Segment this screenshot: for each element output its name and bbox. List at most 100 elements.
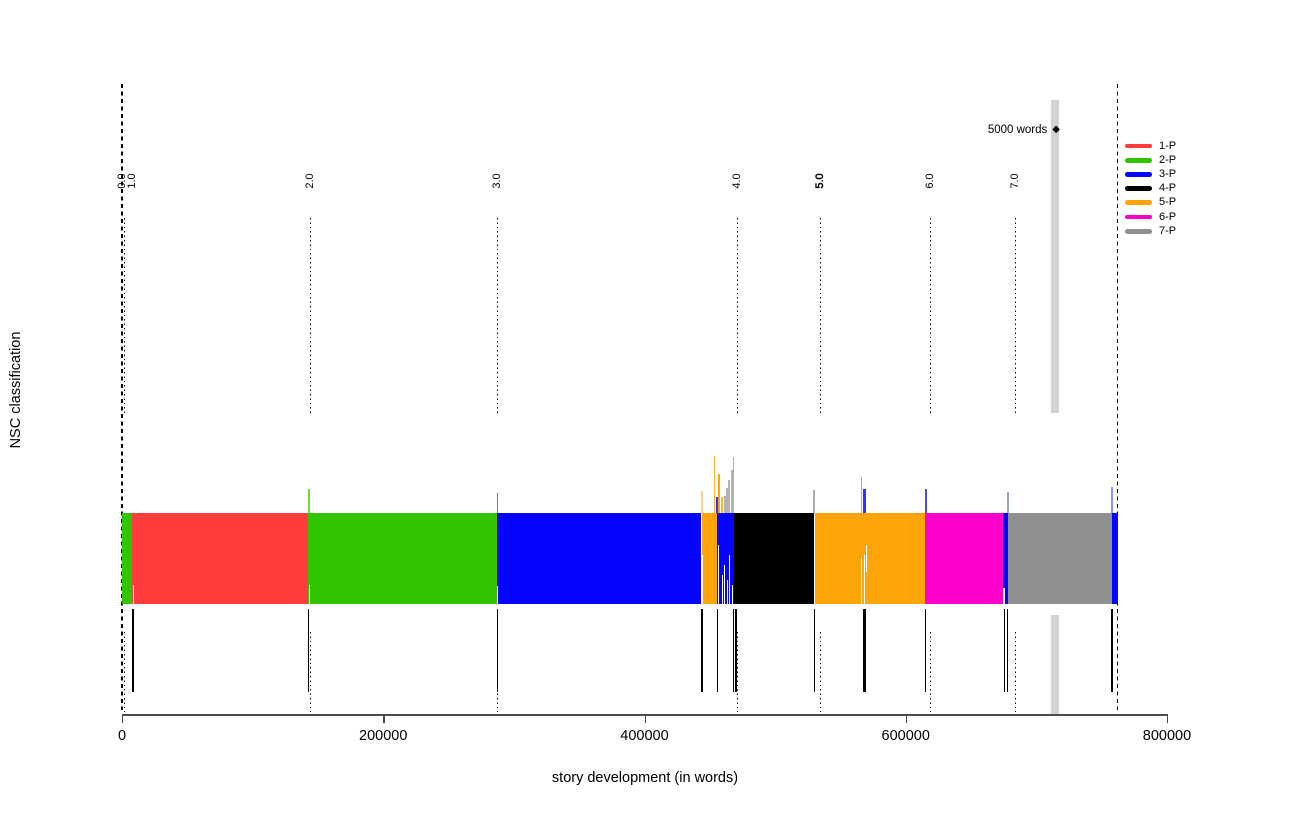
phase-dotted-line-lower (737, 632, 739, 712)
y-axis-label: NSC classification (8, 331, 24, 449)
legend-swatch (1125, 143, 1152, 149)
bar-gap-sliver (729, 555, 731, 604)
phase-label: 7.0 (1008, 173, 1021, 189)
legend-label: 6-P (1159, 210, 1177, 223)
legend-label: 4-P (1159, 182, 1177, 195)
below-bar-tick (308, 609, 310, 692)
below-bar-tick (1007, 609, 1009, 692)
legend-label: 2-P (1159, 153, 1177, 166)
above-bar-mark (863, 489, 866, 513)
above-bar-mark (730, 470, 733, 513)
bar-segment (1112, 513, 1118, 604)
phase-label: 1.0 (126, 173, 139, 189)
above-bar-mark (726, 488, 728, 513)
above-bar-mark (720, 497, 723, 513)
legend-swatch (1125, 214, 1152, 220)
diamond-marker-icon: ◆ (1052, 124, 1060, 135)
phase-dotted-line-upper (1014, 218, 1016, 413)
phase-label: 4.0 (731, 173, 744, 189)
bar-gap-sliver (718, 545, 720, 604)
bar-gap-sliver (732, 585, 734, 604)
below-bar-tick (732, 609, 734, 692)
above-bar-mark (308, 489, 310, 513)
phase-label: 2.0 (304, 173, 317, 189)
bar-segment (122, 513, 133, 604)
below-bar-tick (701, 609, 703, 692)
phase-dotted-line-lower (310, 632, 312, 712)
below-bar-tick (814, 609, 816, 692)
legend-label: 7-P (1159, 224, 1177, 237)
legend-swatch (1125, 200, 1152, 206)
legend-swatch (1125, 228, 1152, 234)
phase-label: 5.0 (814, 173, 827, 189)
x-axis-tick (1167, 715, 1169, 723)
above-bar-mark (701, 491, 704, 513)
x-axis-tick-label: 800000 (1142, 728, 1192, 744)
legend-label: 5-P (1159, 196, 1177, 209)
bar-gap-sliver (863, 555, 865, 604)
x-axis-tick (905, 715, 908, 723)
bar-gap-sliver (860, 558, 863, 604)
phase-label: 3.0 (491, 173, 504, 189)
above-bar-mark (925, 489, 928, 513)
bar-gap-sliver (132, 585, 134, 604)
legend-swatch (1125, 172, 1152, 177)
below-bar-tick (497, 609, 499, 692)
above-bar-mark (728, 480, 731, 513)
bar-segment (733, 513, 815, 604)
legend-item: 7-P (1125, 224, 1176, 238)
bar-gap-sliver (724, 565, 726, 604)
below-bar-tick (716, 609, 719, 692)
x-axis-tick-label: 0 (117, 728, 127, 744)
legend-item: 1-P (1125, 139, 1176, 153)
below-bar-tick (1111, 609, 1113, 692)
above-bar-mark (717, 474, 721, 513)
below-bar-tick (925, 609, 927, 692)
above-bar-mark (715, 497, 718, 513)
above-bar-mark (733, 457, 735, 513)
above-bar-mark (1111, 487, 1113, 513)
phase-dotted-line-upper (820, 218, 822, 413)
dashed-boundary-line (121, 84, 123, 710)
legend-swatch (1125, 157, 1152, 163)
legend-label: 1-P (1159, 139, 1177, 152)
below-bar-tick (132, 609, 134, 692)
highlight-bar-upper (1051, 100, 1059, 413)
x-axis-tick-label: 200000 (359, 728, 408, 744)
highlight-bar-lower (1051, 615, 1059, 714)
legend: 1-P 2-P 3-P 4-P 5-P 6-P 7-P (1125, 139, 1176, 238)
bar-segment (925, 513, 1004, 604)
phase-dotted-line-lower (123, 632, 125, 712)
legend-label: 3-P (1159, 167, 1177, 180)
x-axis-label: story development (in words) (551, 770, 739, 786)
x-axis-tick-label: 600000 (881, 728, 930, 744)
annotation-5000-words: 5000 words ◆ (988, 124, 1060, 136)
bar-segment (702, 513, 717, 604)
above-bar-mark (723, 496, 726, 513)
bar-gap-sliver (866, 545, 868, 572)
bar-gap-sliver (1003, 588, 1005, 604)
phase-dotted-line-upper (737, 218, 739, 413)
bar-gap-sliver (497, 586, 499, 604)
above-bar-mark (861, 477, 863, 513)
annotation-label: 5000 words (987, 124, 1048, 136)
x-axis-tick (122, 715, 124, 723)
legend-swatch (1125, 186, 1152, 192)
bar-segment (132, 513, 308, 604)
bar-gap-sliver (721, 575, 723, 604)
bar-gap-sliver (701, 555, 704, 604)
phase-dotted-line-upper (123, 218, 125, 413)
above-bar-mark (1007, 492, 1009, 513)
above-bar-mark (813, 490, 815, 513)
bar-gap-sliver (308, 585, 310, 604)
bar-gap-sliver (726, 580, 728, 604)
above-bar-mark (713, 456, 715, 513)
bar-segment (1003, 513, 1009, 604)
legend-item: 4-P (1125, 182, 1176, 196)
below-bar-tick (1003, 609, 1005, 692)
phase-dotted-line-upper (930, 218, 932, 413)
x-axis-tick-label: 400000 (620, 728, 669, 744)
below-bar-tick (863, 609, 867, 692)
legend-item: 5-P (1125, 196, 1176, 210)
bar-segment (1008, 513, 1112, 604)
